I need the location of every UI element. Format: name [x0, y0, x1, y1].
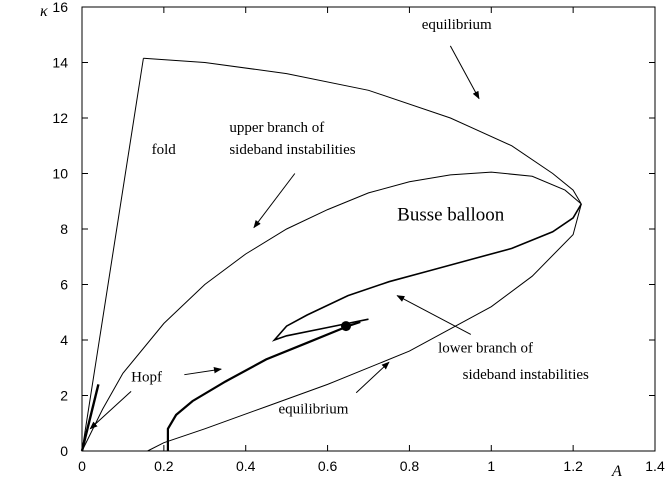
- curve: [147, 203, 582, 452]
- plot-frame: [81, 6, 656, 452]
- x-tick-label: 0.4: [236, 458, 256, 474]
- point: [340, 321, 351, 332]
- y-tick-label: 0: [60, 443, 68, 459]
- arrow: [184, 367, 222, 376]
- annotation: lower branch of: [438, 340, 533, 356]
- annotation: upper branch of: [229, 120, 324, 136]
- y-tick-label: 2: [60, 388, 68, 404]
- y-tick-label: 8: [60, 221, 68, 237]
- x-tick-label: 0.2: [154, 458, 174, 474]
- y-tick-label: 6: [60, 277, 68, 293]
- x-tick-label: 0.6: [318, 458, 338, 474]
- annotation: Busse balloon: [397, 205, 505, 226]
- curve: [143, 57, 582, 205]
- x-tick-label: 1.2: [563, 458, 583, 474]
- y-tick-label: 4: [60, 332, 68, 348]
- x-axis-label: A: [611, 463, 622, 480]
- annotation: equilibrium: [278, 402, 348, 418]
- annotation: sideband instabilities: [229, 142, 355, 158]
- x-tick-label: 1: [487, 458, 495, 474]
- x-tick-label: 0: [78, 458, 86, 474]
- x-tick-label: 1.4: [645, 458, 665, 474]
- y-tick-label: 14: [52, 55, 68, 71]
- arrow: [396, 295, 472, 335]
- curve: [81, 58, 144, 452]
- annotation: Hopf: [131, 370, 162, 386]
- curve: [166, 320, 361, 451]
- arrow: [449, 45, 480, 100]
- y-tick-label: 16: [52, 0, 68, 15]
- arrow: [355, 361, 390, 394]
- curve: [271, 203, 582, 342]
- arrow: [89, 390, 132, 430]
- x-tick-label: 0.8: [400, 458, 420, 474]
- curve: [81, 171, 582, 452]
- annotation: equilibrium: [422, 17, 492, 33]
- annotation: fold: [152, 142, 177, 158]
- y-tick-label: 12: [52, 110, 68, 126]
- annotation: sideband instabilities: [463, 367, 589, 383]
- curve: [80, 384, 100, 452]
- y-tick-label: 10: [52, 166, 68, 182]
- arrow: [253, 173, 296, 229]
- y-axis-label: κ: [40, 3, 48, 20]
